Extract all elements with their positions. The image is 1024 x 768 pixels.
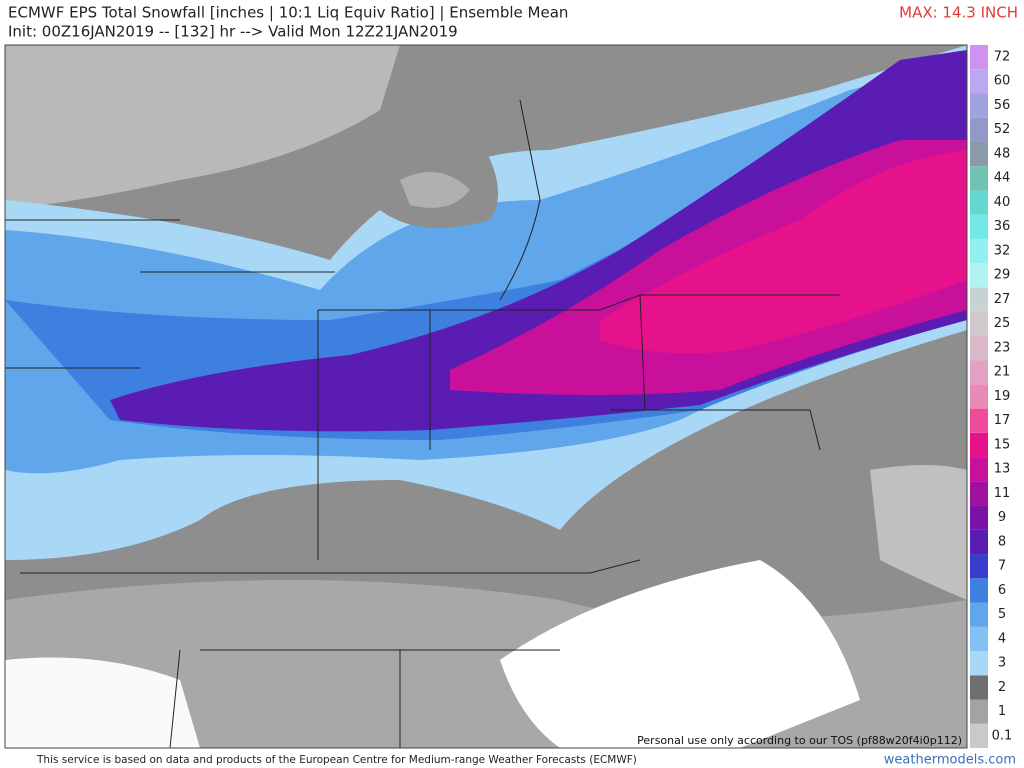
colorbar-swatch <box>970 529 988 555</box>
colorbar-label: 19 <box>994 389 1011 404</box>
colorbar-label: 11 <box>994 486 1011 501</box>
colorbar-swatch <box>970 360 988 385</box>
colorbar-swatch <box>970 141 988 167</box>
colorbar-swatch <box>970 190 988 215</box>
colorbar-label: 13 <box>994 462 1011 477</box>
colorbar-swatch <box>970 287 988 312</box>
colorbar-swatch <box>970 335 988 361</box>
colorbar-swatch <box>970 699 988 724</box>
colorbar-label: 29 <box>994 268 1011 283</box>
colorbar-swatch <box>970 481 988 506</box>
colorbar-label: 72 <box>994 50 1011 65</box>
colorbar-swatch <box>970 651 988 676</box>
colorbar-swatch <box>970 602 988 627</box>
colorbar-swatch <box>970 117 988 142</box>
colorbar-label: 1 <box>998 704 1006 719</box>
colorbar-swatch <box>970 69 988 94</box>
colorbar-swatch <box>970 166 988 191</box>
colorbar-swatch <box>970 675 988 700</box>
colorbar-swatch <box>970 626 988 652</box>
colorbar-label: 56 <box>994 98 1011 113</box>
max-label: MAX: 14.3 INCH <box>899 4 1018 22</box>
colorbar-label: 9 <box>998 510 1006 525</box>
colorbar-swatch <box>970 457 988 482</box>
colorbar-label: 2 <box>998 680 1006 695</box>
colorbar: 0.11234567891113151719212325272932364044… <box>970 45 1012 748</box>
colorbar-label: 5 <box>998 607 1006 622</box>
site-link[interactable]: weathermodels.com <box>884 753 1016 768</box>
colorbar-swatch <box>970 384 988 409</box>
colorbar-label: 6 <box>998 583 1006 598</box>
colorbar-swatch <box>970 723 988 748</box>
colorbar-swatch <box>970 408 988 433</box>
colorbar-swatch <box>970 578 988 603</box>
colorbar-label: 8 <box>998 534 1006 549</box>
subtitle: Init: 00Z16JAN2019 -- [132] hr --> Valid… <box>8 23 458 41</box>
colorbar-label: 15 <box>994 437 1011 452</box>
colorbar-label: 0.1 <box>992 728 1013 743</box>
colorbar-label: 36 <box>994 219 1011 234</box>
colorbar-label: 52 <box>994 122 1011 137</box>
map-frame <box>4 44 968 749</box>
colorbar-label: 27 <box>994 292 1011 307</box>
colorbar-swatch <box>970 311 988 336</box>
colorbar-label: 23 <box>994 340 1011 355</box>
colorbar-swatch <box>970 214 988 239</box>
colorbar-label: 21 <box>994 365 1011 380</box>
colorbar-label: 7 <box>998 559 1006 574</box>
colorbar-swatch <box>970 45 988 70</box>
colorbar-label: 17 <box>994 413 1011 428</box>
colorbar-swatch <box>970 93 988 118</box>
colorbar-label: 25 <box>994 316 1011 331</box>
colorbar-label: 3 <box>998 656 1006 671</box>
footer-disclaimer: This service is based on data and produc… <box>36 754 637 766</box>
usage-notice: Personal use only according to our TOS (… <box>637 734 962 747</box>
colorbar-swatch <box>970 238 988 264</box>
colorbar-swatch <box>970 263 988 288</box>
colorbar-label: 4 <box>998 631 1006 646</box>
map: Personal use only according to our TOS (… <box>5 45 967 749</box>
colorbar-swatch <box>970 505 988 530</box>
title: ECMWF EPS Total Snowfall [inches | 10:1 … <box>8 4 568 22</box>
colorbar-swatch <box>970 554 988 579</box>
colorbar-label: 60 <box>994 74 1011 89</box>
colorbar-label: 40 <box>994 195 1011 210</box>
colorbar-label: 32 <box>994 243 1011 258</box>
colorbar-swatch <box>970 432 988 458</box>
colorbar-label: 48 <box>994 146 1011 161</box>
colorbar-label: 44 <box>994 171 1011 186</box>
